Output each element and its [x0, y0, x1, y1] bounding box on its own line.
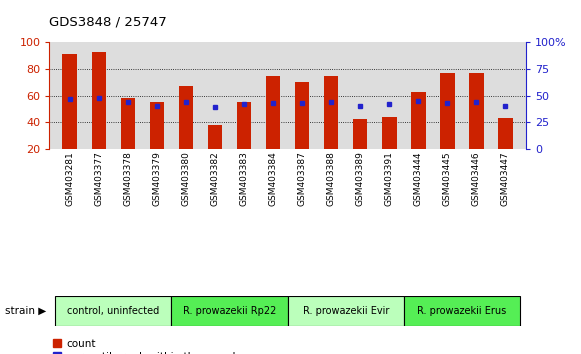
Bar	[92, 52, 106, 149]
Text: R. prowazekii Rp22: R. prowazekii Rp22	[183, 306, 276, 316]
Bar	[63, 55, 77, 149]
Bar	[295, 82, 310, 149]
Bar	[121, 98, 135, 149]
Bar	[498, 118, 513, 149]
Legend: count, percentile rank within the sample: count, percentile rank within the sample	[49, 335, 246, 354]
Bar	[208, 125, 223, 149]
Text: R. prowazekii Evir: R. prowazekii Evir	[303, 306, 389, 316]
Bar	[55, 296, 171, 326]
Bar	[382, 117, 397, 149]
Bar	[411, 92, 426, 149]
Text: R. prowazekii Erus: R. prowazekii Erus	[417, 306, 507, 316]
Bar	[324, 76, 339, 149]
Bar	[150, 102, 164, 149]
Text: control, uninfected: control, uninfected	[67, 306, 159, 316]
Bar	[266, 76, 281, 149]
Bar	[469, 73, 484, 149]
Bar	[404, 296, 520, 326]
Bar	[288, 296, 404, 326]
Text: strain ▶: strain ▶	[5, 306, 46, 316]
Bar	[179, 86, 193, 149]
Bar	[237, 102, 252, 149]
Bar	[440, 73, 455, 149]
Bar	[171, 296, 288, 326]
Text: GDS3848 / 25747: GDS3848 / 25747	[49, 15, 167, 28]
Bar	[353, 120, 368, 149]
